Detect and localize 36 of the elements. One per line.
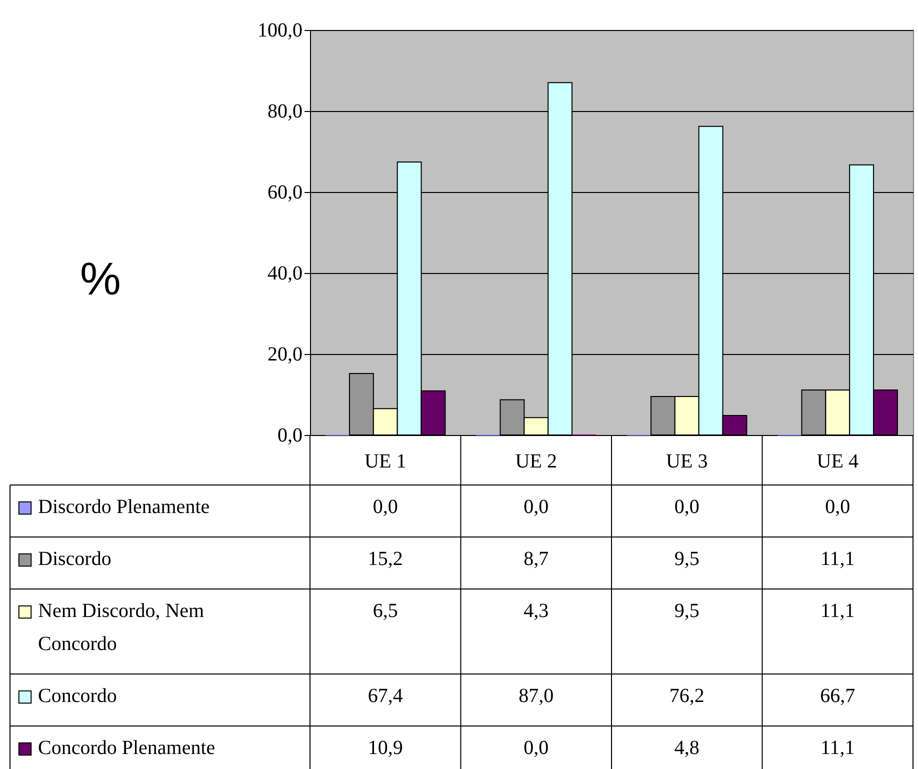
legend-label: Discordo — [38, 548, 112, 570]
x-tick-label: UE 1 — [364, 450, 406, 472]
y-tick-label: 80,0 — [268, 100, 302, 122]
y-axis-title: % — [80, 252, 121, 304]
data-label: 0,0 — [825, 496, 850, 518]
data-label: 0,0 — [524, 496, 549, 518]
legend-label: Nem Discordo, Nem Concordo — [38, 600, 205, 655]
data-label: 66,7 — [820, 685, 856, 707]
data-label: 11,1 — [820, 548, 855, 570]
legend-label: Concordo — [38, 685, 117, 707]
data-label: 4,3 — [524, 600, 549, 622]
data-label: 87,0 — [518, 685, 554, 707]
data-label: 67,4 — [368, 685, 403, 707]
data-label: 11,1 — [820, 737, 855, 759]
y-tick-label: 100,0 — [258, 20, 302, 42]
y-tick-label: 20,0 — [268, 344, 302, 366]
x-tick-label: UE 4 — [816, 450, 858, 472]
data-label: 0,0 — [674, 496, 700, 518]
data-label: 9,5 — [674, 548, 700, 570]
data-label: 76,2 — [669, 685, 704, 707]
data-label: 0,0 — [372, 496, 398, 518]
data-label: 6,5 — [372, 600, 398, 622]
data-label: 10,9 — [368, 737, 403, 759]
data-label: 8,7 — [524, 548, 549, 570]
data-label: 4,8 — [674, 737, 700, 759]
legend-label: Concordo Plenamente — [38, 737, 216, 759]
legend-label: Discordo Plenamente — [38, 496, 210, 518]
y-tick-label: 60,0 — [268, 182, 302, 204]
data-label: 11,1 — [820, 600, 855, 622]
data-label: 9,5 — [674, 600, 700, 622]
data-label: 0,0 — [524, 737, 549, 759]
x-tick-label: UE 2 — [515, 450, 557, 472]
y-tick-label: 40,0 — [268, 262, 302, 284]
x-tick-label: UE 3 — [666, 450, 708, 472]
y-tick-label: 0,0 — [278, 424, 302, 446]
data-label: 15,2 — [368, 548, 403, 570]
